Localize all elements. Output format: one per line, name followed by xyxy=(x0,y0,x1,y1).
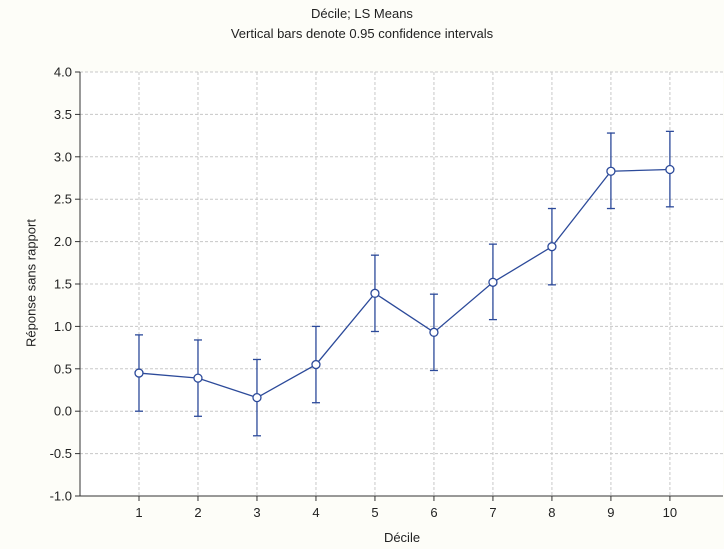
chart-title: Décile; LS Means xyxy=(311,6,413,21)
x-tick-label: 6 xyxy=(430,505,437,520)
x-tick-label: 9 xyxy=(607,505,614,520)
y-tick-label: 4.0 xyxy=(54,65,72,80)
x-tick-label: 8 xyxy=(548,505,555,520)
y-tick-label: 3.0 xyxy=(54,149,72,164)
y-tick-label: -0.5 xyxy=(50,446,72,461)
y-tick-label: 2.0 xyxy=(54,234,72,249)
data-point xyxy=(606,166,616,176)
x-tick-label: 7 xyxy=(489,505,496,520)
x-tick-label: 1 xyxy=(135,505,142,520)
series-line xyxy=(138,168,670,399)
x-tick-label: 5 xyxy=(371,505,378,520)
y-tick-label: 1.5 xyxy=(54,277,72,292)
y-tick-label: 2.5 xyxy=(54,192,72,207)
x-tick-label: 4 xyxy=(312,505,319,520)
x-axis-label: Décile xyxy=(383,530,421,545)
x-tick-label: 2 xyxy=(194,505,201,520)
x-tick-label: 3 xyxy=(253,505,260,520)
data-point xyxy=(665,164,675,175)
y-tick-label: 3.5 xyxy=(54,107,72,122)
data-point xyxy=(429,327,439,337)
data-point xyxy=(311,359,321,370)
y-tick-label: 0.5 xyxy=(54,361,72,376)
data-point xyxy=(547,242,557,252)
y-tick-label: -1.0 xyxy=(50,489,72,504)
y-tick-label: 1.0 xyxy=(54,319,72,334)
x-tick-label: 10 xyxy=(663,505,677,520)
y-tick-label: 0.0 xyxy=(54,404,72,419)
data-point xyxy=(193,373,203,383)
chart-subtitle: Vertical bars denote 0.95 confidence int… xyxy=(230,26,494,41)
data-point xyxy=(370,288,380,298)
data-point xyxy=(488,277,498,287)
data-point xyxy=(252,392,262,403)
data-point xyxy=(134,368,144,378)
